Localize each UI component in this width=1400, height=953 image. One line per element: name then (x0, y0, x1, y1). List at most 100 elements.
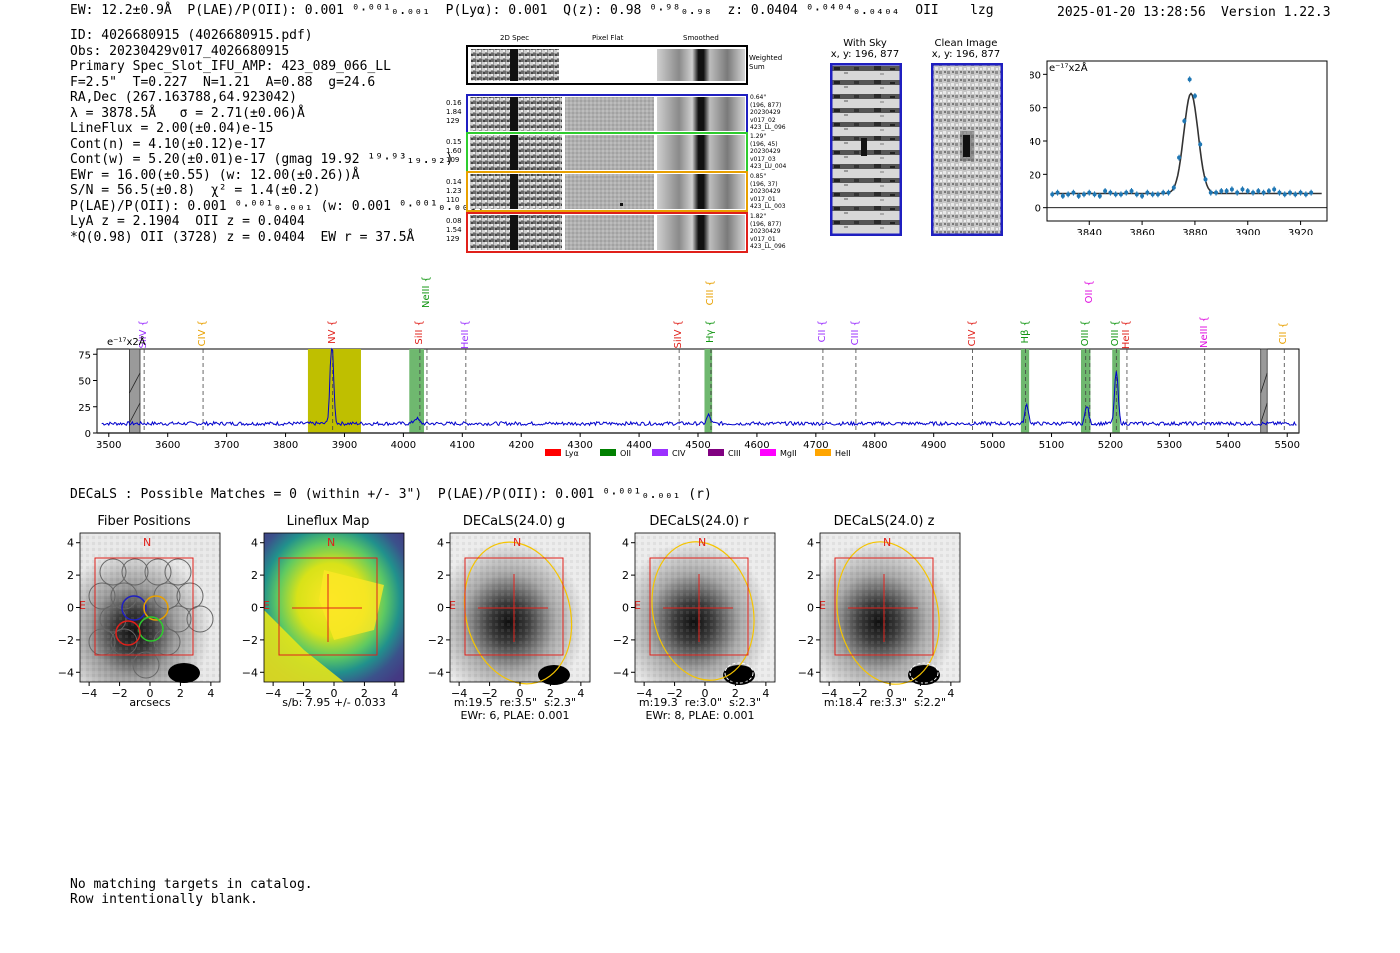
col-header-smoothed: Smoothed (683, 34, 719, 42)
spectrum-legend-item: OII (600, 449, 631, 458)
fiber-positions-title: Fiber Positions (97, 514, 191, 529)
panel-ytick-label: −2 (613, 634, 629, 647)
panel-xtick-label: 4 (762, 687, 769, 700)
line-fit-point (1087, 189, 1092, 196)
cutout-row-3 (466, 171, 748, 212)
spectrum-legend-swatch (652, 449, 668, 456)
lineflux-east-label: E (263, 599, 270, 612)
line-fit-point (1277, 189, 1282, 196)
fiber-positions-caption: arcsecs (129, 696, 171, 709)
line-fit-chart: e⁻¹⁷x2Å 0 20 40 60 80 3840 3860 3880 3900 3920 (1030, 60, 1328, 235)
line-fit-point (1303, 191, 1308, 198)
line-fit-point (1166, 189, 1171, 196)
cutout-row-4-stats: 0.08 1.54 129 (446, 217, 462, 243)
line-fit-point (1150, 191, 1155, 198)
panel-xtick-label: −2 (111, 687, 127, 700)
cutout-row-1 (466, 94, 748, 134)
line-fit-point (1050, 191, 1055, 198)
spectrum-highlight-band (704, 349, 713, 433)
galaxy-aperture-ellipse (836, 541, 940, 685)
panel-ytick-label: −2 (428, 634, 444, 647)
blank-row-message: Row intentionally blank. (70, 892, 258, 907)
info-sn-chi2: S/N = 56.5(±0.8) χ² = 1.4(±0.2) (70, 183, 321, 198)
decals-g-plot: N E −4 −4 −2 −2 0 0 2 2 4 4 (428, 532, 591, 700)
panel-xtick-label: 0 (147, 687, 154, 700)
panel-xtick-label: 0 (517, 687, 524, 700)
cutout-rows (466, 94, 748, 253)
north-label: N (513, 536, 521, 549)
decals-z-plot: N E −4 −4 −2 −2 0 0 2 2 4 4 (798, 532, 961, 700)
info-radec: RA,Dec (267.163788,64.923042) (70, 90, 297, 105)
clean-image-coords: x, y: 196, 877 (931, 49, 1001, 60)
spectrum-xtick-label: 4200 (509, 440, 534, 451)
line-fit-point (1182, 118, 1187, 124)
spectrum-ytick-label: 75 (78, 350, 91, 361)
clean-image (931, 63, 1003, 236)
spectrum-xtick-label: 4100 (450, 440, 475, 451)
with-sky-coords: x, y: 196, 877 (830, 49, 900, 60)
cutout-grid (466, 45, 748, 253)
line-fit-ytick-label: 20 (1030, 170, 1041, 181)
fiber-east-label: E (79, 599, 86, 612)
panel-xtick-label: 4 (947, 687, 954, 700)
spectrum-unit: e⁻¹⁷x2Å (107, 335, 146, 348)
line-fit-point (1076, 193, 1081, 199)
line-fit-point (1229, 186, 1234, 193)
panel-ytick-label: 0 (622, 602, 629, 615)
line-fit-point (1309, 189, 1314, 196)
panel-xtick-label: −2 (851, 687, 867, 700)
line-fit-xtick-label: 3860 (1129, 228, 1154, 235)
info-lineflux: LineFlux = 2.00(±0.04)e-15 (70, 121, 274, 136)
line-fit-xtick-label: 3880 (1182, 228, 1207, 235)
fiber-cutouts: 2D Spec Pixel Flat Smoothed Weighted Sum (440, 32, 800, 257)
info-cont-w: Cont(w) = 5.20(±0.01)e-17 (gmag 19.92 ¹⁹… (70, 152, 454, 167)
panel-ytick-label: −4 (428, 666, 444, 679)
panel-ytick-label: 2 (67, 569, 74, 582)
spectrum-xtick-label: 4000 (391, 440, 416, 451)
spectrum-ytick-label: 0 (85, 429, 91, 440)
line-fit-point (1140, 193, 1145, 199)
cutout-row-2-meta: 1.29" (196, 45) 20230429 v017_03 423_LU_… (750, 133, 787, 170)
spectrum-ytick-label: 25 (78, 403, 91, 414)
spectrum-legend-item: Lyα (545, 449, 579, 458)
info-obs: Obs: 20230429v017_4026680915 (70, 43, 290, 59)
panel-ytick-label: 0 (67, 602, 74, 615)
with-sky-image (830, 63, 902, 236)
panel-ytick-label: 0 (437, 602, 444, 615)
decals-z-title: DECaLS(24.0) z (833, 514, 935, 529)
cutout-row-3-stats: 0.14 1.23 110 (446, 178, 462, 204)
line-fit-point (1245, 188, 1250, 194)
spectrum-legend-swatch (815, 449, 831, 456)
spectrum-mask-region (129, 348, 141, 434)
line-fit-point (1256, 188, 1261, 194)
spectrum-mask-region (1260, 348, 1268, 434)
spectrum-xtick-label: 4700 (803, 440, 828, 451)
panel-xtick-label: 0 (702, 687, 709, 700)
spectrum-legend-label: OII (620, 449, 631, 458)
detection-info: ID: 4026680915 (4026680915.pdf) Obs: 202… (70, 28, 485, 245)
spectrum-flux-line (101, 347, 1297, 427)
fiber-positions-plot: N E −4 −4 −2 −2 0 0 2 2 4 4 (58, 532, 221, 700)
neighbor-aperture-ellipse (909, 662, 939, 684)
line-fit-point (1118, 191, 1123, 198)
spectrum-xtick-label: 3900 (332, 440, 357, 451)
line-fit-point (1198, 141, 1203, 148)
panel-xtick-label: 2 (547, 687, 554, 700)
line-fit-point (1224, 188, 1229, 194)
north-label: N (698, 536, 706, 549)
line-fit-xtick-label: 3920 (1288, 228, 1313, 235)
spectrum-legend-item: MgII (760, 449, 797, 458)
info-plae: P(LAE)/P(OII): 0.001 ⁰·⁰⁰¹₀.₀₀₁ (w: 0.00… (70, 198, 485, 214)
spectrum-legend-label: HeII (835, 449, 851, 458)
line-fit-point (1251, 189, 1256, 196)
panel-xtick-label: 2 (361, 687, 368, 700)
line-fit-point (1108, 189, 1113, 196)
panel-xtick-label: −2 (481, 687, 497, 700)
galaxy-aperture-ellipse (651, 541, 755, 681)
line-fit-point (1060, 193, 1065, 199)
spectrum-xtick-label: 5500 (1274, 440, 1299, 451)
panel-xtick-label: 2 (177, 687, 184, 700)
lineflux-map-title: Lineflux Map (286, 514, 370, 529)
panel-ytick-label: −4 (613, 666, 629, 679)
line-fit-point (1055, 189, 1060, 196)
